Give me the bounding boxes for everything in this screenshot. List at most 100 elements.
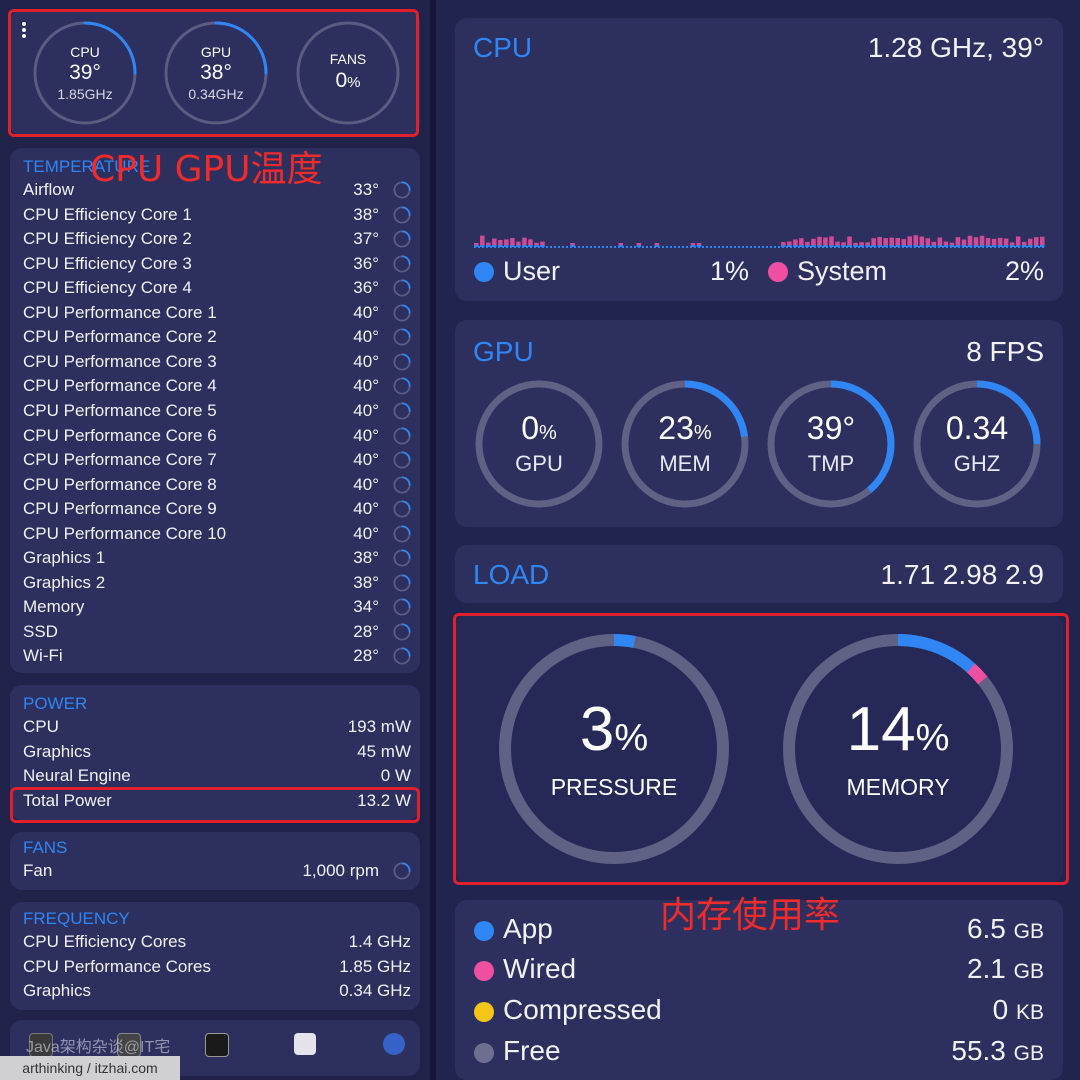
cpu-history-bar <box>841 242 846 246</box>
cpu-history-bar <box>1021 241 1027 246</box>
cpu-history-bar <box>853 242 858 246</box>
pressure-gauge: 3% PRESSURE <box>498 633 730 865</box>
temperature-mini-ring-icon <box>393 647 411 665</box>
cpu-history-bar <box>883 238 888 246</box>
cpu-history-user-bar <box>516 245 521 247</box>
temperature-row-value: 38° <box>353 572 379 592</box>
cpu-history-user-bar <box>811 245 816 247</box>
cpu-history-user-bar <box>991 245 997 247</box>
temperature-mini-ring-icon <box>393 476 411 494</box>
more-options-icon[interactable] <box>20 22 28 40</box>
power-row: CPU 193 mW <box>23 717 411 741</box>
gpu-gauge-ring <box>164 21 268 125</box>
temperature-row-value: 40° <box>353 327 379 347</box>
network-utility-icon[interactable] <box>383 1033 405 1055</box>
temperature-mini-ring-icon <box>393 328 411 346</box>
cpu-history-user-bar <box>1009 245 1015 247</box>
frequency-row-label: Graphics <box>23 981 92 1000</box>
fans-gauge-unit: % <box>347 74 361 91</box>
cpu-history-chart <box>474 235 1046 248</box>
cpu-history-bar <box>955 237 961 246</box>
activity-monitor-icon[interactable] <box>29 1033 53 1057</box>
temperature-mini-ring-icon <box>393 574 411 592</box>
disk-utility-icon[interactable] <box>294 1033 316 1055</box>
temperature-row-value: 40° <box>353 425 379 445</box>
temperature-row-value: 40° <box>353 302 379 322</box>
gpu-ring-value-wrap: 0.34 <box>946 411 1008 450</box>
cpu-history-bar <box>889 237 894 246</box>
temperature-mini-ring-icon <box>393 230 411 248</box>
frequency-row: CPU Efficiency Cores 1.4 GHz <box>23 932 411 956</box>
cpu-history-bar <box>901 239 907 246</box>
cpu-history-user-bar <box>937 245 943 247</box>
gpu-ring-value-wrap: 0% <box>521 411 557 450</box>
cpu-history-user-bar <box>925 245 931 247</box>
cpu-history-bar <box>985 238 991 246</box>
watermark-credit: arthinking / itzhai.com <box>0 1056 180 1080</box>
memory-legend-dot <box>474 921 494 941</box>
cpu-history-bar <box>967 235 973 246</box>
gpu-ring-label: MEM <box>659 450 711 476</box>
cpu-history-user-bar <box>618 245 624 247</box>
cpu-history-bar <box>618 243 624 246</box>
cpu-history-user-bar <box>961 245 967 247</box>
fans-gauge-ring <box>296 21 400 125</box>
cpu-history-bar <box>979 235 985 246</box>
memory-breakdown-row: Wired 2.1 GB <box>472 953 1044 987</box>
cpu-history-bar <box>787 241 792 246</box>
gpu-gpu-ring <box>475 380 603 508</box>
temperature-row-value: 40° <box>353 499 379 519</box>
gpu-ring-text: 0.34 GHZ <box>912 379 1042 509</box>
cpu-history-user-bar <box>1015 245 1021 247</box>
cpu-history-bar <box>480 235 485 246</box>
cpu-history-user-bar <box>979 245 985 247</box>
temperature-row-value: 40° <box>353 376 379 396</box>
gpu-gauge: GPU 38° 0.34GHz <box>163 20 269 126</box>
pressure-unit: % <box>614 717 649 759</box>
gpu-panel-title: GPU <box>473 336 534 367</box>
temperature-mini-ring-icon <box>393 304 411 322</box>
temperature-row-label: CPU Performance Core 7 <box>23 450 217 470</box>
cpu-history-bar <box>961 239 967 246</box>
temperature-row-label: CPU Performance Core 1 <box>23 302 217 322</box>
cpu-gauge-label: CPU <box>70 43 100 60</box>
frequency-row-value: 0.34 GHz <box>339 981 411 1000</box>
temperature-row-value: 40° <box>353 450 379 470</box>
cpu-history-bar <box>522 237 527 246</box>
cpu-history-bar <box>991 238 997 246</box>
cpu-history-bar <box>943 241 949 246</box>
power-row-label: Total Power <box>23 790 112 810</box>
cpu-gauge-value: 39° <box>69 60 101 84</box>
cpu-history-user-bar <box>895 245 900 247</box>
temperature-row: CPU Performance Core 9 40° <box>23 499 411 523</box>
fans-gauge-value-wrap: 0% <box>335 68 360 96</box>
cpu-history-user-bar <box>949 245 955 247</box>
temperature-row-label: Wi-Fi <box>23 646 63 666</box>
gpu-ring-value: 23 <box>658 409 694 446</box>
cpu-history-user-bar <box>883 245 888 247</box>
temperature-row: CPU Performance Core 1 40° <box>23 303 411 327</box>
temperature-row: CPU Performance Core 8 40° <box>23 475 411 499</box>
highlight-box-gauges <box>8 9 419 137</box>
gpu-gauge-sub: 0.34GHz <box>188 85 244 102</box>
cpu-history-user-bar <box>853 245 858 247</box>
temperature-row: CPU Performance Core 3 40° <box>23 352 411 376</box>
cpu-history-bar <box>486 242 491 246</box>
memory-breakdown-row: Free 55.3 GB <box>472 1035 1044 1069</box>
temperature-row-label: Memory <box>23 597 85 617</box>
cpu-history-bar <box>811 238 816 246</box>
temperature-row: CPU Efficiency Core 4 36° <box>23 278 411 302</box>
cpu-history-user-bar <box>696 245 702 247</box>
pressure-label: PRESSURE <box>550 774 678 800</box>
gpu-ring-unit: % <box>539 421 557 444</box>
power-row: Neural Engine 0 W <box>23 766 411 790</box>
terminal-icon[interactable] <box>205 1033 229 1057</box>
temperature-row-value: 37° <box>353 229 379 249</box>
cpu-history-bar <box>907 236 913 246</box>
gpu-ring-value-wrap: 39° <box>807 411 855 450</box>
temperature-mini-ring-icon <box>393 426 411 445</box>
cpu-history-bar <box>793 239 798 246</box>
cpu-history-bar <box>540 241 545 246</box>
cpu-history-bar <box>690 243 696 246</box>
cpu-history-bar <box>1015 236 1021 246</box>
